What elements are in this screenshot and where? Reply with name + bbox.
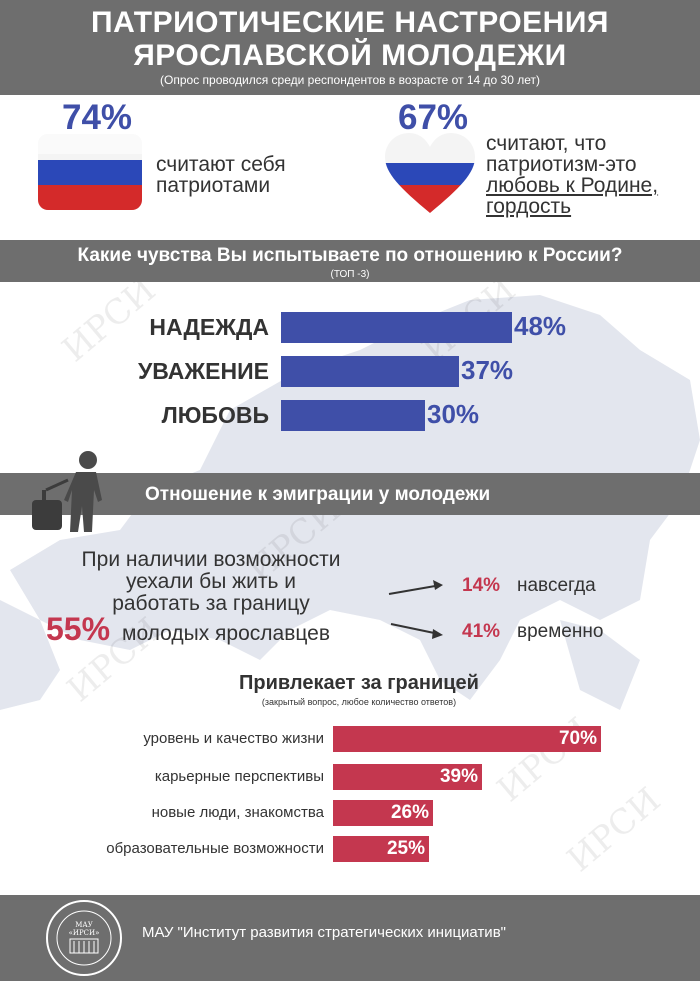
- seal-text-2: «ИРСИ»: [69, 929, 100, 937]
- arrows-icon: [388, 580, 443, 639]
- forever-percent: 14%: [462, 575, 501, 596]
- emigration-title: Отношение к эмиграции у молодежи: [145, 484, 491, 505]
- feeling-bar: [281, 356, 459, 387]
- header-banner: [0, 0, 700, 95]
- page-subtitle: (Опрос проводился среди респондентов в в…: [160, 73, 540, 87]
- attraction-bar: [333, 800, 433, 826]
- temporarily-label: временно: [517, 621, 604, 642]
- title-line-1: ПАТРИОТИЧЕСКИЕ НАСТРОЕНИЯ: [91, 6, 609, 39]
- feeling-value-label: 30%: [427, 399, 480, 429]
- footer-banner: [0, 895, 700, 981]
- forever-label: навсегда: [517, 575, 596, 596]
- feelings-subtitle: (ТОП -3): [330, 269, 370, 280]
- patriotism-definition-text: считают, что патриотизм-это любовь к Род…: [486, 132, 659, 218]
- attraction-label: образовательные возможности: [106, 840, 324, 857]
- feelings-section-bar: [0, 240, 700, 282]
- young-people-label: молодых ярославцев: [122, 622, 330, 645]
- feeling-bar: [281, 312, 512, 343]
- attraction-label: карьерные перспективы: [154, 768, 324, 785]
- love-motherland-percent: 67%: [398, 98, 469, 137]
- institute-seal-logo: МАУ «ИРСИ»: [46, 900, 122, 976]
- temporarily-percent: 41%: [462, 621, 501, 642]
- page-title: ПАТРИОТИЧЕСКИЕ НАСТРОЕНИЯ ЯРОСЛАВСКОЙ МО…: [0, 6, 700, 72]
- patriots-percent: 74%: [62, 98, 133, 137]
- attractions-subtitle: (закрытый вопрос, любое количество ответ…: [261, 697, 457, 707]
- attraction-value-label: 70%: [558, 728, 597, 749]
- patriots-text: считают себя патриотами: [156, 153, 286, 197]
- feeling-value-label: 48%: [514, 311, 567, 341]
- attraction-bar: [333, 764, 482, 790]
- russian-flag-icon: [38, 134, 142, 210]
- feeling-value-label: 37%: [461, 355, 514, 385]
- feelings-title: Какие чувства Вы испытываете по отношени…: [77, 245, 623, 266]
- attractions-title: Привлекает за границей: [239, 672, 479, 694]
- attraction-bar: [333, 726, 601, 752]
- title-line-2: ЯРОСЛАВСКОЙ МОЛОДЕЖИ: [133, 39, 567, 72]
- attraction-bar: [333, 836, 429, 862]
- seal-text-1: МАУ: [75, 921, 93, 929]
- attraction-value-label: 25%: [386, 838, 425, 859]
- feeling-label: ЛЮБОВЬ: [161, 402, 269, 428]
- attraction-label: уровень и качество жизни: [143, 730, 324, 747]
- traveler-with-suitcase-icon: [32, 451, 102, 532]
- would-emigrate-percent: 55%: [46, 611, 111, 647]
- attraction-value-label: 39%: [439, 766, 478, 787]
- attraction-label: новые люди, знакомства: [151, 804, 324, 821]
- heart-flag-icon: [385, 133, 475, 213]
- feeling-bar: [281, 400, 425, 431]
- emigration-section-bar: [0, 473, 700, 515]
- feeling-label: УВАЖЕНИЕ: [138, 358, 269, 384]
- feeling-label: НАДЕЖДА: [149, 314, 269, 340]
- emigration-statement: При наличии возможности уехали бы жить и…: [81, 548, 341, 615]
- attraction-value-label: 26%: [390, 802, 429, 823]
- footer-organization: МАУ "Институт развития стратегических ин…: [142, 924, 506, 941]
